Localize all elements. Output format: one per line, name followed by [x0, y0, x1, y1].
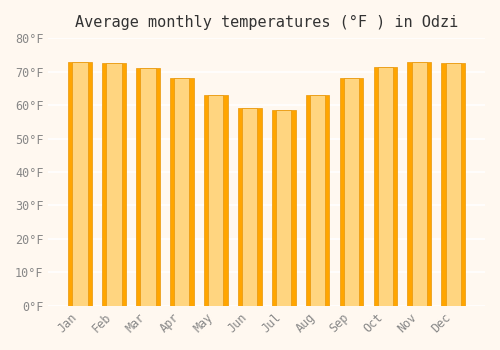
Bar [170, 78, 194, 306]
Bar [378, 66, 393, 306]
Bar [272, 110, 295, 306]
Bar [238, 108, 262, 306]
Bar [276, 110, 291, 306]
Bar [102, 63, 126, 306]
Bar [446, 63, 461, 306]
Bar [208, 95, 224, 306]
Bar [310, 95, 325, 306]
Title: Average monthly temperatures (°F ) in Odzi: Average monthly temperatures (°F ) in Od… [75, 15, 458, 30]
Bar [174, 78, 190, 306]
Bar [106, 63, 122, 306]
Bar [306, 95, 330, 306]
Bar [204, 95, 228, 306]
Bar [412, 62, 427, 306]
Bar [374, 66, 398, 306]
Bar [340, 78, 363, 306]
Bar [408, 62, 431, 306]
Bar [140, 68, 156, 306]
Bar [72, 62, 88, 306]
Bar [136, 68, 160, 306]
Bar [442, 63, 465, 306]
Bar [242, 108, 258, 306]
Bar [344, 78, 359, 306]
Bar [68, 62, 92, 306]
